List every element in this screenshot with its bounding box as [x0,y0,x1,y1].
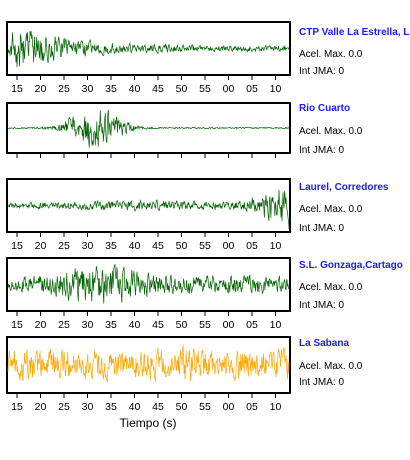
x-tick-label: 05 [246,83,258,95]
acel-max-label: Acel. Max. 0.0 [299,204,363,215]
x-tick-label: 10 [270,83,282,95]
waveform-line [7,109,290,148]
acel-max-label: Acel. Max. 0.0 [299,49,363,60]
waveform-line [7,264,290,304]
x-tick-label: 50 [176,401,188,413]
x-tick-label: 05 [246,401,258,413]
x-tick-label: 15 [11,401,23,413]
x-ticks-3: 15 20 25 30 35 40 45 50 55 00 05 10 [11,232,281,252]
trace-2 [7,109,290,148]
acel-max-label: Acel. Max. 0.0 [299,126,363,137]
x-tick-label: 55 [199,240,211,252]
panel-frame [6,257,291,312]
x-tick-label: 30 [82,319,94,331]
panel-2: Rio Cuarto Acel. Max. 0.0 Int JMA: 0 [6,102,363,158]
x-tick-label: 30 [82,240,94,252]
x-tick-label: 40 [129,240,141,252]
x-ticks-4: 15 20 25 30 35 40 45 50 55 00 05 10 [11,311,281,331]
x-axis-label: Tiempo (s) [120,416,177,430]
panel-frame [6,21,291,76]
x-tick-label: 00 [223,319,235,331]
x-tick-label: 05 [246,319,258,331]
x-ticks-5: 15 20 25 30 35 40 45 50 55 00 05 10 [11,393,281,413]
panel-3: 15 20 25 30 35 40 45 50 55 00 05 10 Laurel, Corredo… [6,178,389,252]
x-tick-label: 10 [270,319,282,331]
x-tick-label: 35 [105,401,117,413]
x-tick-label: 15 [11,319,23,331]
x-tick-label: 10 [270,401,282,413]
x-tick-label: 00 [223,83,235,95]
x-tick-label: 20 [35,319,47,331]
x-tick-label: 35 [105,319,117,331]
x-ticks-1: 15 20 25 30 35 40 45 50 55 00 05 10 [11,75,281,95]
int-jma-label: Int JMA: 0 [299,66,344,77]
x-tick-label: 30 [82,401,94,413]
int-jma-label: Int JMA: 0 [299,300,344,311]
trace-4 [7,264,290,304]
x-tick-label: 00 [223,240,235,252]
x-tick-label: 00 [223,401,235,413]
x-tick-label: 25 [58,83,70,95]
x-tick-label: 40 [129,319,141,331]
panel-4: 15 20 25 30 35 40 45 50 55 00 05 10 S.L. Gonzaga,Ca… [6,257,403,331]
x-tick-label: 10 [270,240,282,252]
trace-5 [7,345,290,383]
waveform-line [7,189,290,229]
station-name: CTP Valle La Estrella, L [299,27,409,38]
panel-frame [6,178,291,233]
int-jma-label: Int JMA: 0 [299,145,344,156]
x-tick-label: 45 [152,319,164,331]
x-tick-label: 15 [11,240,23,252]
x-tick-label: 50 [176,240,188,252]
x-tick-label: 45 [152,83,164,95]
x-tick-label: 30 [82,83,94,95]
panel-frame [6,336,291,394]
x-tick-label: 25 [58,319,70,331]
panel-frame [6,102,291,154]
station-name: S.L. Gonzaga,Cartago [299,260,403,271]
trace-3 [7,189,290,229]
x-tick-label: 05 [246,240,258,252]
int-jma-label: Int JMA: 0 [299,223,344,234]
x-tick-label: 40 [129,83,141,95]
acel-max-label: Acel. Max. 0.0 [299,282,363,293]
x-tick-label: 55 [199,83,211,95]
station-name: Rio Cuarto [299,103,350,114]
x-tick-label: 40 [129,401,141,413]
x-tick-label: 25 [58,401,70,413]
panel-1: 15 20 25 30 35 40 45 50 55 00 05 10 CTP Valle La Es… [6,21,409,95]
x-tick-label: 45 [152,401,164,413]
panel-5: 15 20 25 30 35 40 45 50 55 00 05 10 La Sabana Acel.… [6,336,363,413]
x-tick-label: 20 [35,83,47,95]
x-tick-label: 55 [199,401,211,413]
x-tick-label: 50 [176,319,188,331]
x-tick-label: 35 [105,83,117,95]
x-ticks-2 [16,153,276,158]
station-name: La Sabana [299,338,349,349]
acel-max-label: Acel. Max. 0.0 [299,361,363,372]
station-name: Laurel, Corredores [299,182,389,193]
x-tick-label: 35 [105,240,117,252]
x-tick-label: 15 [11,83,23,95]
x-tick-label: 45 [152,240,164,252]
waveform-line [7,31,289,68]
x-tick-label: 25 [58,240,70,252]
x-tick-label: 20 [35,401,47,413]
x-tick-label: 20 [35,240,47,252]
waveform-line [7,345,290,383]
int-jma-label: Int JMA: 0 [299,377,344,388]
x-tick-label: 50 [176,83,188,95]
trace-1 [7,31,289,68]
x-tick-label: 55 [199,319,211,331]
